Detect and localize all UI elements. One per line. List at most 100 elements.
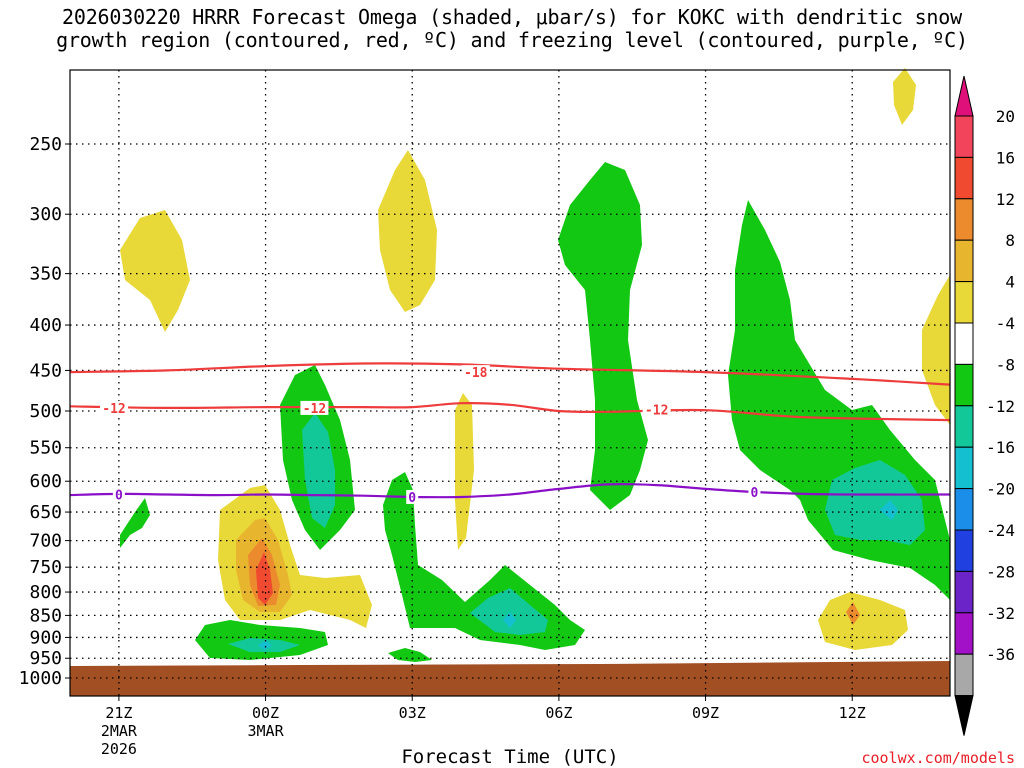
x-tick-sublabel: 2MAR bbox=[101, 722, 138, 740]
y-tick-label: 350 bbox=[29, 264, 62, 285]
contour-label: -12 bbox=[303, 402, 326, 417]
omega-region-yellow bbox=[120, 210, 190, 332]
contour-freezing-level bbox=[69, 483, 951, 499]
x-tick-label: 06Z bbox=[545, 704, 572, 722]
colorbar-label: -36 bbox=[986, 645, 1015, 664]
contour-lines: -18 -12 -12 -12 0 0 0 bbox=[69, 362, 951, 506]
contour-label: -12 bbox=[645, 403, 668, 418]
x-tick-label: 09Z bbox=[692, 704, 719, 722]
y-tick-label: 400 bbox=[29, 315, 62, 336]
y-tick-label: 550 bbox=[29, 438, 62, 459]
y-tick-label: 250 bbox=[29, 134, 62, 155]
contour-label: -12 bbox=[102, 402, 125, 417]
y-tick-label: 800 bbox=[29, 582, 62, 603]
omega-region-teal bbox=[302, 413, 335, 528]
omega-region-yellow bbox=[818, 592, 908, 650]
omega-region-yellow bbox=[378, 150, 437, 312]
colorbar-label: -32 bbox=[986, 604, 1015, 623]
y-tick-label: 900 bbox=[29, 627, 62, 648]
colorbar-swatch bbox=[954, 322, 974, 365]
omega-region-yellow bbox=[455, 393, 474, 550]
colorbar-swatch bbox=[954, 239, 974, 283]
colorbar-label: 20 bbox=[996, 107, 1015, 126]
y-tick-label: 1000 bbox=[19, 668, 62, 689]
colorbar-swatch bbox=[954, 281, 974, 324]
x-tick-label: 00Z bbox=[252, 704, 279, 722]
contour-label: 0 bbox=[115, 488, 123, 503]
contour-label-bg bbox=[748, 484, 761, 499]
omega-region-green bbox=[388, 648, 432, 662]
y-tick-label: 450 bbox=[29, 360, 62, 381]
x-tick-sublabel: 2026 bbox=[101, 740, 137, 758]
colorbar-label: -16 bbox=[986, 438, 1015, 457]
terrain-ground bbox=[70, 661, 950, 696]
colorbar-swatch bbox=[954, 198, 974, 241]
colorbar-swatch bbox=[954, 363, 974, 407]
omega-region-green bbox=[558, 162, 648, 510]
y-tick-label: 500 bbox=[29, 401, 62, 422]
colorbar-label: -28 bbox=[986, 562, 1015, 581]
x-tick-label: 12Z bbox=[839, 704, 866, 722]
y-tick-label: 600 bbox=[29, 471, 62, 492]
omega-region-cyan bbox=[880, 500, 898, 520]
y-tick-label: 700 bbox=[29, 531, 62, 552]
colorbar-label: 12 bbox=[996, 190, 1015, 209]
colorbar-swatch bbox=[954, 446, 974, 490]
x-tick-label: 21Z bbox=[105, 704, 132, 722]
colorbar-swatch bbox=[954, 156, 974, 200]
y-tick-label: 950 bbox=[29, 648, 62, 669]
colorbar-label: -20 bbox=[986, 480, 1015, 499]
omega-region-cyan bbox=[258, 640, 272, 650]
omega-region-yellow bbox=[922, 275, 950, 425]
colorbar-label: -4 bbox=[996, 314, 1015, 333]
colorbar-swatch bbox=[954, 529, 974, 572]
colorbar-top-arrow bbox=[954, 75, 974, 117]
colorbar-label: -24 bbox=[986, 521, 1015, 540]
colorbar-swatch bbox=[954, 115, 974, 158]
omega-region-orange bbox=[846, 602, 860, 625]
colorbar: 20 16 12 8 4 -4 -8 -12 -16 -20 -24 -28 -32 -36 bbox=[954, 75, 1015, 736]
contour-label-bg bbox=[100, 400, 128, 415]
contour-label-bg bbox=[461, 365, 490, 380]
chart-title: 2026030220 HRRR Forecast Omega (shaded, … bbox=[0, 6, 1024, 52]
contour-label-bg bbox=[112, 487, 125, 502]
contour-label: 0 bbox=[751, 486, 759, 501]
plot-frame bbox=[69, 69, 951, 697]
colorbar-swatch bbox=[954, 570, 974, 614]
y-tick-label: 750 bbox=[29, 557, 62, 578]
colorbar-swatch bbox=[954, 405, 974, 448]
grid-lines bbox=[70, 70, 950, 696]
omega-region-cyan bbox=[503, 612, 516, 628]
contour-label: -18 bbox=[464, 366, 488, 381]
colorbar-label: -12 bbox=[986, 397, 1015, 416]
contour-label-bg bbox=[406, 489, 419, 504]
colorbar-swatch bbox=[954, 653, 974, 697]
contour-dgz-minus18 bbox=[69, 362, 951, 386]
omega-region-green bbox=[383, 472, 585, 650]
colorbar-label: 4 bbox=[1005, 273, 1015, 292]
title-line-2: growth region (contoured, red, ºC) and f… bbox=[56, 28, 968, 52]
colorbar-label: -8 bbox=[996, 355, 1015, 374]
contour-label-bg bbox=[642, 402, 671, 417]
y-tick-label: 650 bbox=[29, 502, 62, 523]
omega-shading bbox=[120, 68, 950, 662]
x-tick-label: 03Z bbox=[399, 704, 426, 722]
contour-label-bg bbox=[300, 400, 329, 415]
colorbar-label: 16 bbox=[996, 148, 1015, 167]
title-line-1: 2026030220 HRRR Forecast Omega (shaded, … bbox=[62, 5, 962, 29]
omega-region-yellow bbox=[893, 68, 916, 125]
colorbar-swatch bbox=[954, 488, 974, 531]
contour-dgz-minus12 bbox=[69, 401, 951, 422]
x-tick-sublabel: 3MAR bbox=[247, 722, 284, 740]
y-axis: 2503003504004505005506006507007508008509… bbox=[19, 134, 70, 689]
colorbar-bottom-arrow bbox=[954, 695, 974, 736]
credit-link[interactable]: coolwx.com/models bbox=[861, 749, 1015, 767]
omega-region-green bbox=[120, 498, 150, 548]
y-tick-label: 850 bbox=[29, 605, 62, 626]
colorbar-label: 8 bbox=[1005, 231, 1015, 250]
x-axis-title: Forecast Time (UTC) bbox=[401, 746, 619, 768]
omega-region-teal bbox=[470, 588, 548, 635]
contour-label: 0 bbox=[408, 491, 416, 506]
